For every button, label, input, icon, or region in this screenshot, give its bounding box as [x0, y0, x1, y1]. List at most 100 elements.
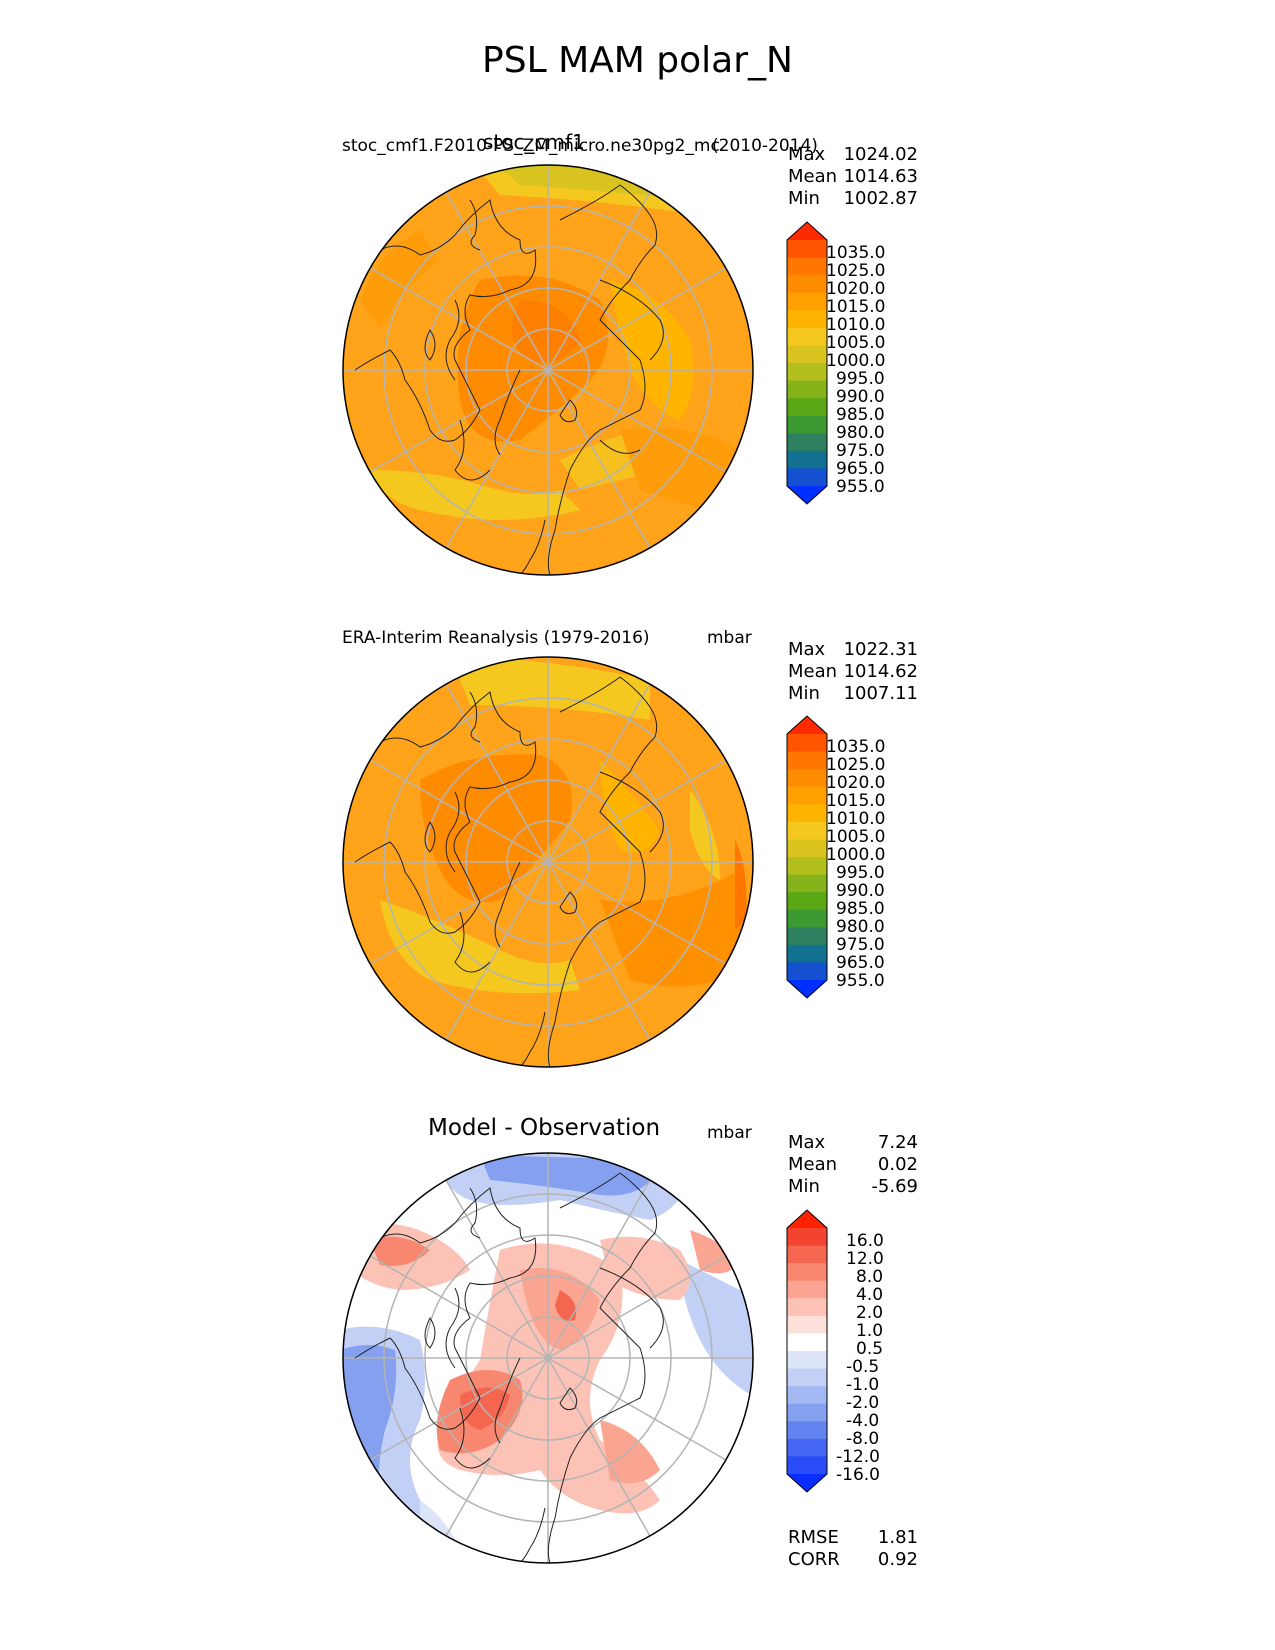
cb2-label: 990.0	[836, 881, 885, 901]
panel-3-coastlines	[354, 1172, 664, 1563]
colorbar-segment	[787, 1351, 827, 1370]
cb1-label: 1020.0	[826, 279, 886, 299]
cb3-label: -4.0	[846, 1411, 880, 1431]
cb1-label: 990.0	[836, 387, 885, 407]
colorbar-segment	[787, 1228, 827, 1247]
panel-2-colorbar	[786, 715, 828, 999]
panel-1-graticule	[343, 165, 753, 575]
colorbar-segment	[787, 874, 827, 893]
colorbar-segment	[787, 786, 827, 805]
cb2-label: 1015.0	[826, 791, 886, 811]
panel-2-stats: Max 1022.31 Mean 1014.62 Min 1007.11	[788, 639, 918, 705]
colorbar-segment	[787, 363, 827, 382]
cb3-label: -16.0	[836, 1465, 880, 1485]
cb2-label: 975.0	[836, 935, 885, 955]
colorbar-segment	[787, 1368, 827, 1387]
colorbar-segment	[787, 1263, 827, 1282]
cb1-label: 1015.0	[826, 297, 886, 317]
cb1-label: 1010.0	[826, 315, 886, 335]
colorbar-segment	[787, 310, 827, 329]
colorbar-segment	[787, 927, 827, 946]
colorbar-segment	[787, 468, 827, 487]
colorbar-extend-top	[787, 716, 827, 734]
stat-mean: Mean 1014.62	[788, 661, 918, 682]
cb2-label: 1020.0	[826, 773, 886, 793]
panel-1-right-title: (2010-2014)	[712, 136, 818, 156]
cb1-label: 1025.0	[826, 261, 886, 281]
panel-1-boundary	[342, 164, 754, 576]
stat-min: Min 1007.11	[788, 683, 918, 704]
colorbar-outline	[786, 1209, 828, 1493]
cb2-label: 965.0	[836, 953, 885, 973]
stat-rmse: RMSE 1.81	[788, 1527, 918, 1548]
colorbar-segment	[787, 380, 827, 399]
stat-corr: CORR 0.92	[788, 1549, 918, 1570]
panel-1-colorbar	[786, 221, 828, 505]
colorbar-segment	[787, 1280, 827, 1299]
cb2-label: 1000.0	[826, 845, 886, 865]
panel-2-graticule	[343, 657, 753, 1067]
colorbar-segment	[787, 769, 827, 788]
panel-3-right-title: mbar	[707, 1123, 752, 1143]
colorbar-segment	[787, 1315, 827, 1334]
colorbar-segment	[787, 857, 827, 876]
cb3-label: 2.0	[856, 1303, 884, 1323]
panel-1-coastlines	[354, 184, 664, 575]
colorbar-segment	[787, 734, 827, 753]
colorbar-segment	[787, 433, 827, 452]
colorbar-extend-bottom	[787, 980, 827, 998]
colorbar-extend-top	[787, 222, 827, 240]
cb3-label: -8.0	[846, 1429, 880, 1449]
panel-3-graticule	[343, 1153, 753, 1563]
figure-title: PSL MAM polar_N	[482, 40, 793, 81]
colorbar-segment	[787, 1403, 827, 1422]
cb1-label: 965.0	[836, 459, 885, 479]
cb2-label: 1025.0	[826, 755, 886, 775]
panel-2-right-title: mbar	[707, 628, 752, 648]
colorbar-segment	[787, 327, 827, 346]
cb3-label: 1.0	[856, 1321, 884, 1341]
cb1-label: 985.0	[836, 405, 885, 425]
colorbar-segment	[787, 1438, 827, 1457]
colorbar-segment	[787, 962, 827, 981]
cb2-label: 1035.0	[826, 737, 886, 757]
colorbar-extend-bottom	[787, 1474, 827, 1492]
cb3-label: -12.0	[836, 1447, 880, 1467]
panel-1-stats: Max 1024.02 Mean 1014.63 Min 1002.87	[788, 144, 918, 210]
colorbar-segment	[787, 751, 827, 770]
colorbar-segment	[787, 1333, 827, 1352]
colorbar-segment	[787, 240, 827, 259]
cb2-label: 1010.0	[826, 809, 886, 829]
panel-3-colorbar	[786, 1209, 828, 1493]
cb1-label: 1005.0	[826, 333, 886, 353]
colorbar-segment	[787, 1245, 827, 1264]
colorbar-segment	[787, 415, 827, 434]
cb3-label: -0.5	[846, 1357, 880, 1377]
stat-max: Max 1024.02	[788, 144, 918, 165]
cb2-label: 995.0	[836, 863, 885, 883]
cb3-label: 0.5	[856, 1339, 884, 1359]
colorbar-segment	[787, 909, 827, 928]
cb3-label: 4.0	[856, 1285, 884, 1305]
cb2-label: 1005.0	[826, 827, 886, 847]
stat-max: Max 7.24	[788, 1132, 918, 1153]
cb1-label: 955.0	[836, 477, 885, 497]
panel-1-left-title: stoc_cmf1.F2010-PS_ZM_micro.ne30pg2_mc	[342, 136, 720, 156]
colorbar-segment	[787, 1386, 827, 1405]
colorbar-segment	[787, 292, 827, 311]
colorbar-outline	[786, 221, 828, 505]
colorbar-extend-bottom	[787, 486, 827, 504]
stat-mean: Mean 0.02	[788, 1154, 918, 1175]
panel-3-extra-stats: RMSE 1.81 CORR 0.92	[788, 1527, 918, 1571]
panel-2-coastlines	[354, 676, 664, 1067]
cb1-label: 995.0	[836, 369, 885, 389]
cb2-label: 980.0	[836, 917, 885, 937]
colorbar-segment	[787, 450, 827, 469]
colorbar-segment	[787, 944, 827, 963]
panel-3-boundary	[342, 1152, 754, 1564]
colorbar-segment	[787, 398, 827, 417]
cb2-label: 955.0	[836, 971, 885, 991]
cb3-label: 12.0	[846, 1249, 884, 1269]
